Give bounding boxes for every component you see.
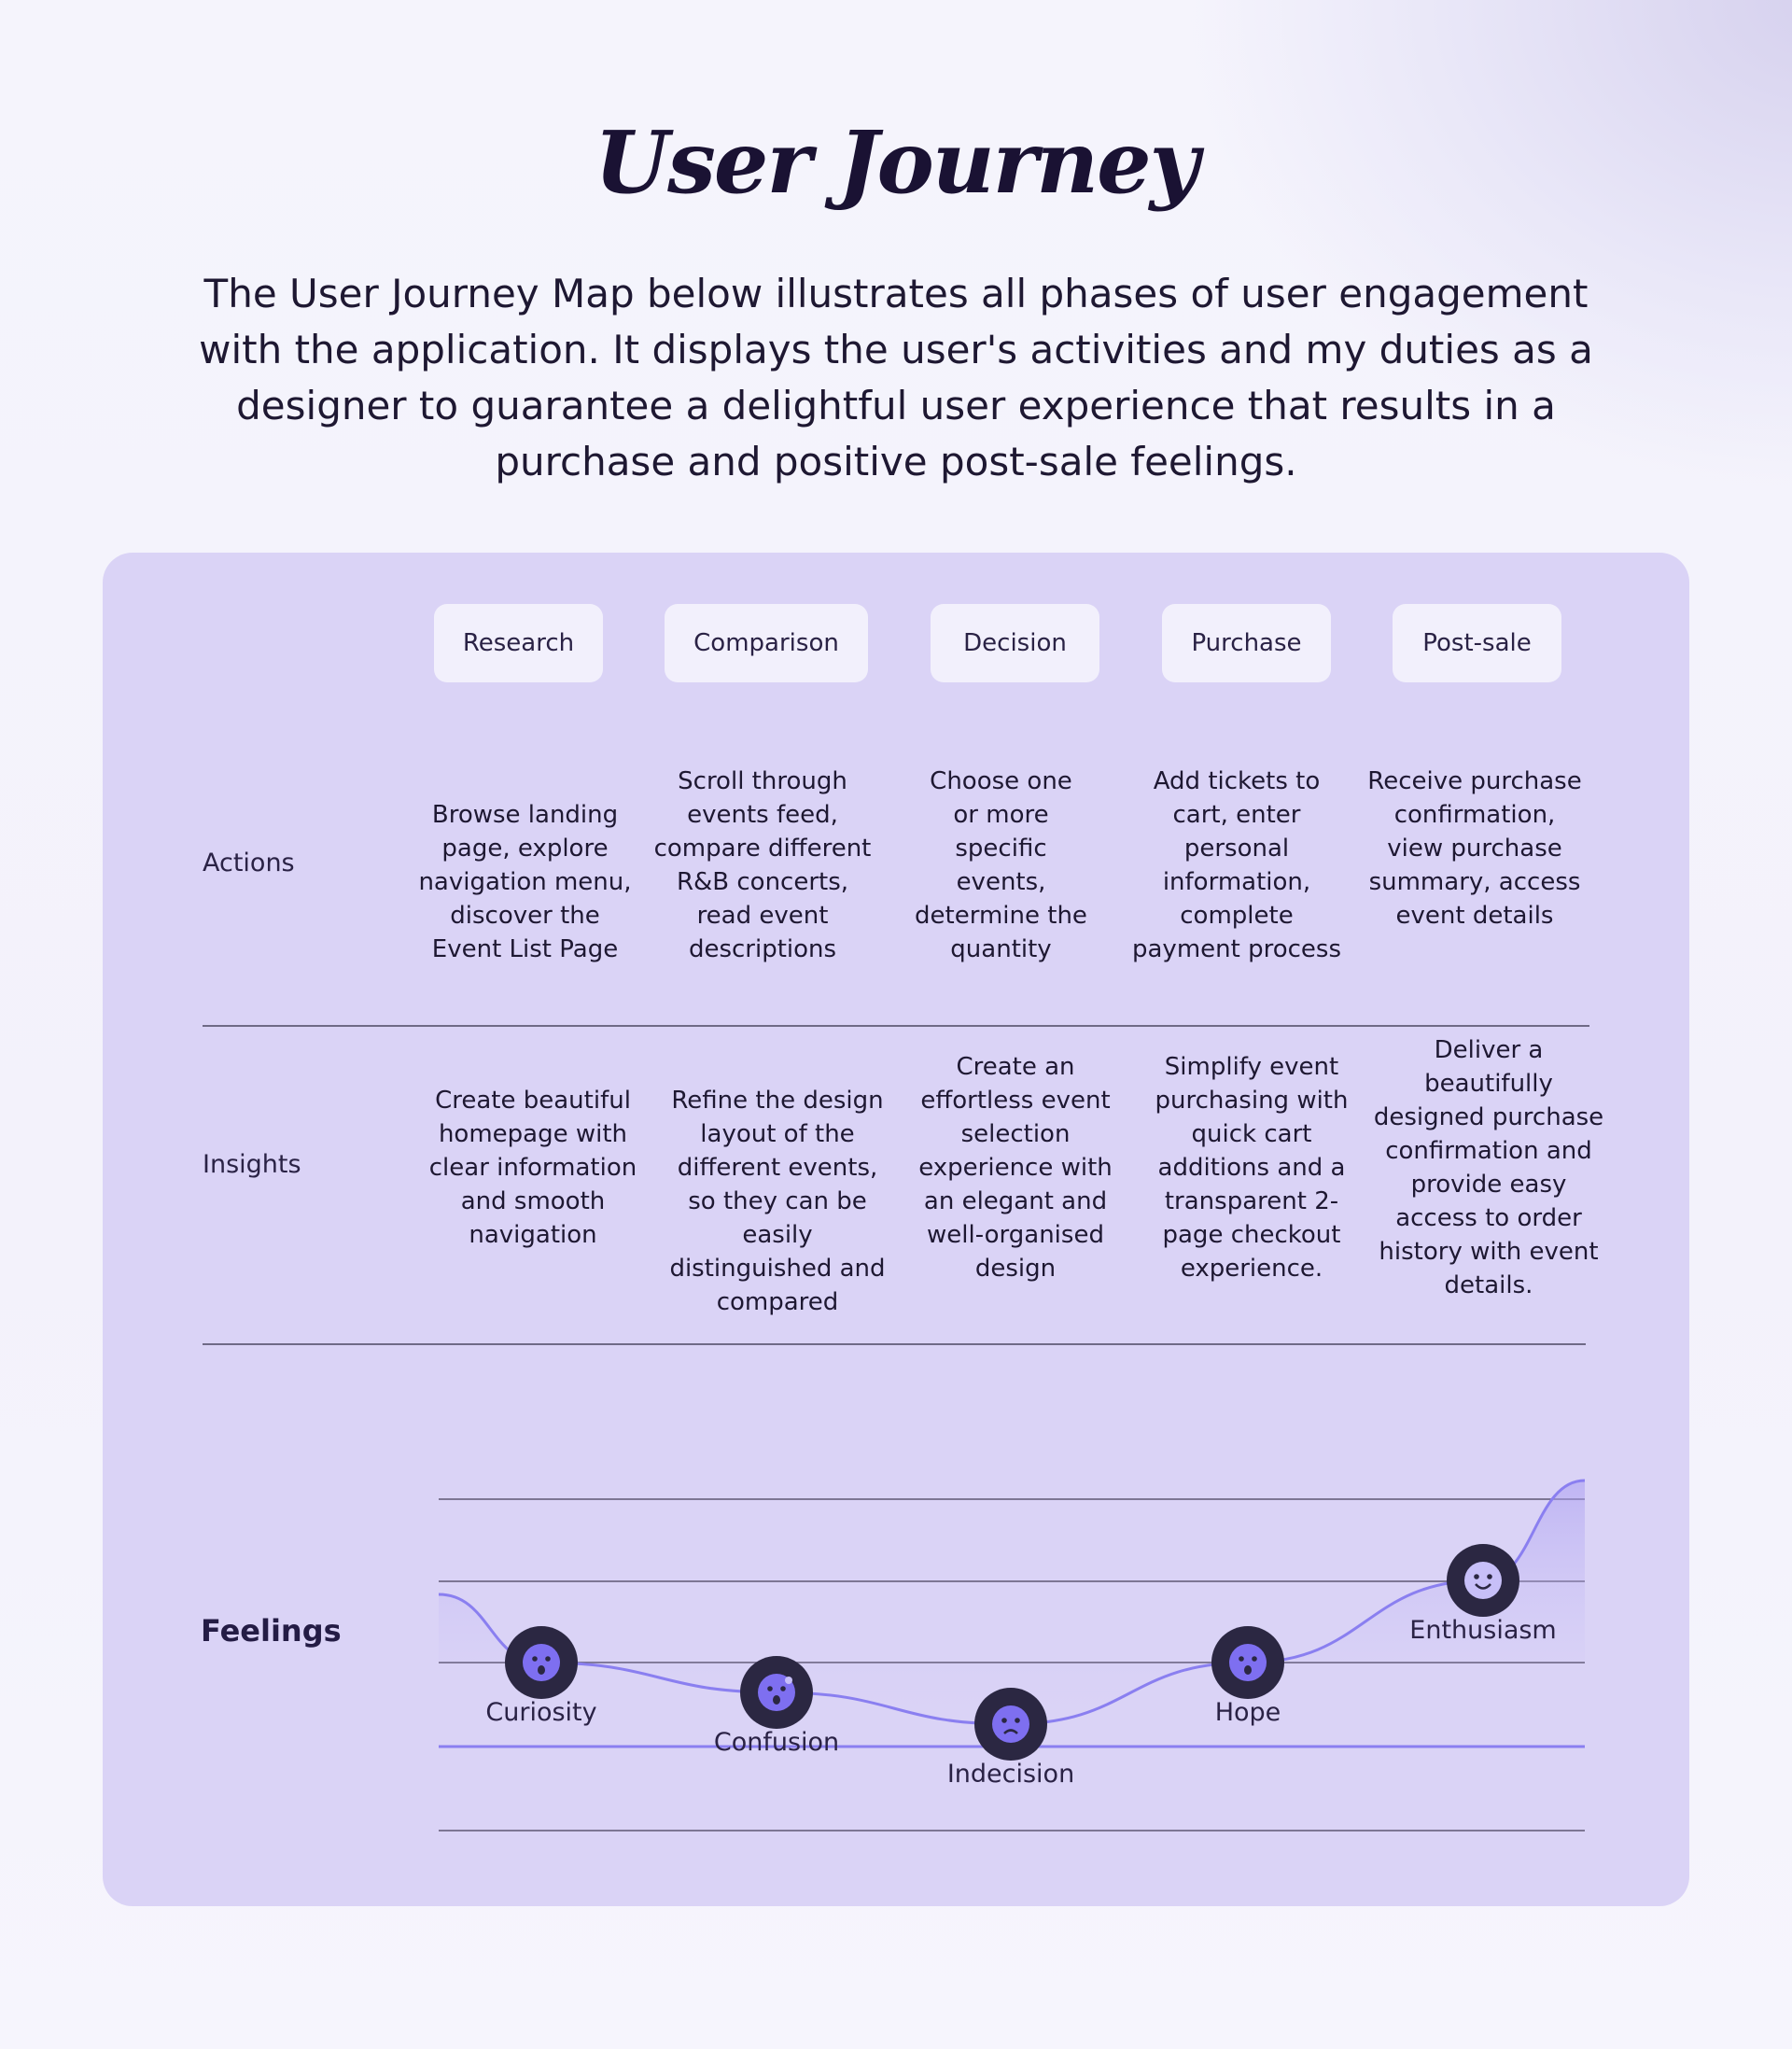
divider	[203, 1025, 1589, 1027]
page-title: User Journey	[594, 112, 1199, 213]
phase-purchase: Purchase	[1162, 604, 1331, 682]
phase-research: Research	[434, 604, 603, 682]
action-decision: Choose one or more specific events, dete…	[915, 767, 1087, 963]
row-label-insights: Insights	[203, 1150, 301, 1179]
insight-post-sale: Deliver a beautifully designed purchase …	[1373, 1036, 1604, 1299]
feeling-label-confusion: Confusion	[713, 1728, 840, 1757]
hopeful-face-icon	[1211, 1626, 1284, 1699]
row-label-actions: Actions	[203, 849, 295, 877]
phase-comparison: Comparison	[665, 604, 868, 682]
phase-post-sale: Post-sale	[1393, 604, 1561, 682]
insight-comparison: Refine the design layout of the differen…	[669, 1087, 886, 1316]
feeling-label-enthusiasm: Enthusiasm	[1409, 1616, 1557, 1645]
insight-research: Create beautiful homepage with clear inf…	[428, 1087, 637, 1249]
confused-face-icon	[740, 1656, 813, 1729]
sad-face-icon	[974, 1688, 1047, 1761]
action-research: Browse landing page, explore navigation …	[418, 801, 632, 963]
curious-face-icon	[505, 1626, 578, 1699]
intro-paragraph: The User Journey Map below illustrates a…	[199, 271, 1593, 484]
feeling-label-curiosity: Curiosity	[485, 1698, 597, 1727]
feeling-label-hope: Hope	[1214, 1698, 1281, 1727]
feeling-label-indecision: Indecision	[946, 1760, 1075, 1789]
insight-decision: Create an effortless event selection exp…	[918, 1053, 1113, 1283]
phase-decision: Decision	[931, 604, 1099, 682]
feelings-area	[439, 1481, 1585, 1724]
action-comparison: Scroll through events feed, compare diff…	[653, 767, 872, 963]
action-post-sale: Receive purchase confirmation, view purc…	[1367, 767, 1582, 930]
insight-purchase: Simplify event purchasing with quick car…	[1155, 1053, 1349, 1283]
action-purchase: Add tickets to cart, enter personal info…	[1132, 767, 1341, 963]
row-label-feelings: Feelings	[201, 1613, 342, 1649]
divider	[203, 1343, 1586, 1345]
happy-face-icon	[1447, 1544, 1519, 1617]
